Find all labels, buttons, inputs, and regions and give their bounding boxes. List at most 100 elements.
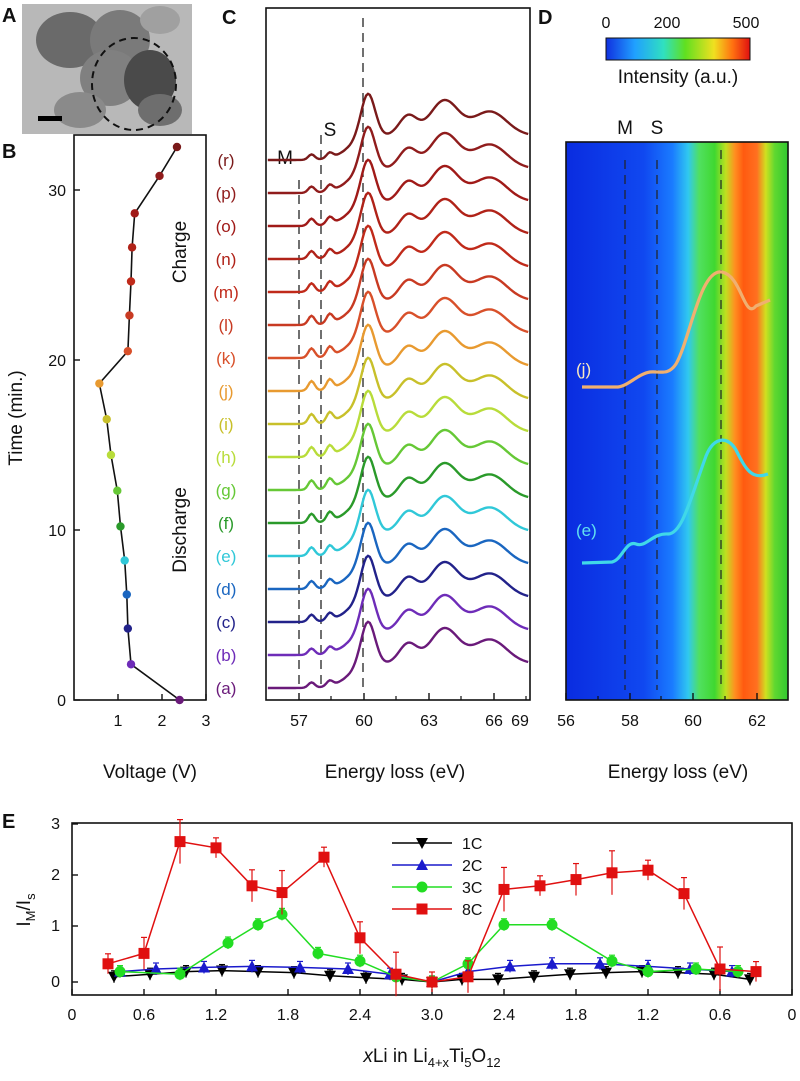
panel-e-xtick: 1.2 [637, 1007, 659, 1024]
heatmap-label-e: (e) [576, 521, 597, 540]
marker-triangle-down [324, 970, 336, 982]
panel-label-e: E [2, 811, 15, 833]
marker-square [318, 851, 330, 863]
marker-square [174, 836, 186, 848]
marker-triangle-up [594, 957, 606, 969]
voltage-point [95, 379, 104, 388]
marker-square [462, 971, 474, 983]
colorbar-tick: 500 [733, 15, 760, 32]
panel-c-xlabel: Energy loss (eV) [325, 762, 465, 783]
panel-e-ytick: 0 [51, 974, 60, 991]
legend-label: 1C [462, 836, 482, 853]
curve-label: (a) [216, 679, 237, 698]
marker-triangle-down [492, 974, 504, 986]
panel-e-xlabel: xLi in Li4+xTi5O12 [362, 1046, 500, 1070]
marker-triangle-down [360, 972, 372, 984]
tem-highlight-circle [91, 37, 177, 131]
curve-label: (o) [216, 217, 237, 236]
marker-square [276, 887, 288, 899]
panel-c-curve-labels: (a) (b) (c) (d) (e) (f) (g) (h) (i) (j) (k) (l) (m) (… [213, 151, 238, 698]
panel-b-curve [95, 142, 184, 705]
marker-circle [114, 966, 126, 978]
panel-b-axes: 1 2 3 0 10 20 30 Voltage (V) Time (min.)… [6, 134, 211, 783]
panel-b-xlabel: Voltage (V) [103, 762, 197, 783]
marker-square [138, 947, 150, 959]
marker-triangle-up [416, 859, 428, 870]
panel-e-xtick: 3.0 [421, 1007, 443, 1024]
voltage-point [130, 209, 139, 218]
panel-e-xtick: 0 [68, 1007, 77, 1024]
curve-label: (g) [216, 481, 237, 500]
voltage-point [126, 277, 136, 286]
curve-label: (c) [216, 613, 236, 632]
marker-triangle-up [150, 963, 162, 974]
discharge-label: Discharge [170, 487, 191, 573]
panel-d-heatmap: M S (j) (e) [565, 118, 789, 701]
voltage-point [123, 624, 133, 633]
curve-label: (f) [218, 514, 234, 533]
marker-square [606, 867, 618, 879]
panel-e-series [102, 818, 762, 997]
panel-e-xtick: 1.2 [205, 1007, 227, 1024]
panel-e-ytick: 3 [51, 816, 60, 833]
panel-e-ytick: 1 [51, 918, 60, 935]
marker-circle [312, 947, 324, 959]
panel-e-ytick: 2 [51, 867, 60, 884]
spectrum-curve [267, 224, 529, 294]
marker-square [498, 883, 510, 895]
voltage-point [125, 311, 134, 320]
marker-circle [252, 919, 264, 931]
marker-circle [642, 966, 654, 978]
heatmap-s-label: S [651, 118, 664, 139]
marker-triangle-down [600, 967, 612, 979]
panel-e-ylabel: IM/Is [14, 893, 38, 927]
panel-e-xticks: 0 0.6 1.2 1.8 2.4 3.0 2.4 1.8 1.2 0.6 0 [68, 989, 797, 1024]
spectrum-curve [267, 521, 529, 591]
marker-circle [690, 963, 702, 975]
panel-b-xtick: 3 [202, 713, 211, 730]
spectrum-curve [267, 620, 529, 690]
marker-triangle-up [546, 957, 558, 969]
marker-circle [546, 919, 558, 931]
curve-label: (l) [218, 316, 233, 335]
curve-label: (m) [213, 283, 238, 302]
curve-label: (h) [216, 448, 237, 467]
voltage-point [155, 171, 164, 181]
marker-circle [416, 881, 428, 893]
spectrum-curve [267, 290, 529, 360]
heatmap-label-j: (j) [576, 360, 591, 379]
voltage-point [126, 660, 136, 669]
spectrum-curve [267, 323, 529, 393]
voltage-point [172, 142, 182, 152]
curve-label: (n) [216, 250, 237, 269]
legend-label: 2C [462, 858, 482, 875]
panel-d-axes: 56 58 60 62 Energy loss (eV) [557, 693, 766, 783]
panel-b-ytick: 0 [57, 693, 66, 710]
marker-circle [606, 955, 618, 967]
marker-triangle-up [504, 960, 516, 972]
panel-b-ytick: 20 [48, 353, 66, 370]
legend-label: 3C [462, 880, 482, 897]
panel-d-xtick: 62 [748, 713, 766, 730]
panel-c-axes: 57 60 63 66 69 Energy loss (eV) M S [265, 7, 531, 783]
curve-label: (d) [216, 580, 237, 599]
panel-c-xtick: 69 [511, 713, 529, 730]
spectrum-curve [267, 257, 529, 327]
curve-label: (k) [216, 349, 236, 368]
panel-c-xtick: 63 [420, 713, 438, 730]
colorbar-tick: 200 [654, 15, 681, 32]
panel-b-ylabel: Time (min.) [6, 370, 27, 465]
tem-image [22, 4, 192, 134]
colorbar-title: Intensity (a.u.) [618, 67, 738, 88]
panel-e-xtick: 2.4 [493, 1007, 515, 1024]
scale-bar [38, 116, 62, 121]
marker-m-label: M [277, 148, 293, 169]
spectrum-curve [267, 356, 529, 426]
marker-triangle-down [528, 971, 540, 983]
marker-circle [732, 966, 744, 978]
voltage-point [102, 415, 111, 424]
spectrum-curve [267, 422, 529, 492]
curve-label: (e) [216, 547, 237, 566]
marker-s-label: S [324, 120, 337, 141]
